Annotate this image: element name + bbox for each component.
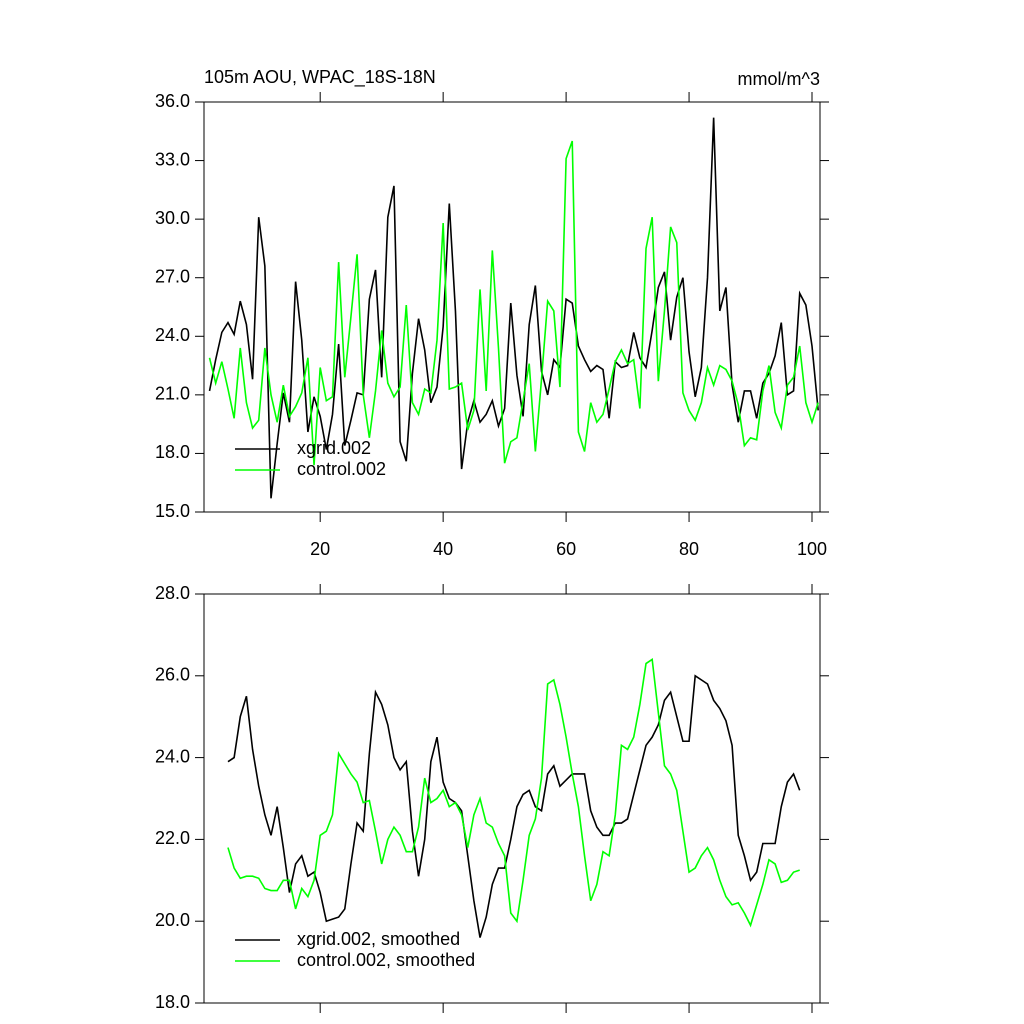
y-tick-label: 22.0 (155, 828, 190, 848)
units-label: mmol/m^3 (738, 69, 820, 89)
series-line (208, 140, 819, 466)
legend-label: control.002 (297, 459, 386, 479)
y-tick-label: 30.0 (155, 208, 190, 228)
legend-label: control.002, smoothed (297, 950, 475, 970)
legend-label: xgrid.002, smoothed (297, 929, 460, 949)
plot-frame (203, 101, 821, 513)
y-tick-label: 26.0 (155, 665, 190, 685)
y-tick-label: 36.0 (155, 91, 190, 111)
x-tick-label: 40 (433, 539, 453, 559)
y-tick-label: 18.0 (155, 992, 190, 1012)
y-tick-label: 24.0 (155, 325, 190, 345)
y-tick-label: 28.0 (155, 583, 190, 603)
y-tick-label: 18.0 (155, 442, 190, 462)
x-tick-label: 20 (310, 539, 330, 559)
y-tick-label: 24.0 (155, 746, 190, 766)
y-tick-label: 20.0 (155, 910, 190, 930)
x-tick-label: 60 (556, 539, 576, 559)
y-tick-label: 27.0 (155, 266, 190, 286)
x-tick-label: 80 (679, 539, 699, 559)
y-tick-label: 33.0 (155, 149, 190, 169)
chart-title: 105m AOU, WPAC_18S-18N (204, 67, 436, 88)
x-tick-label: 100 (797, 539, 827, 559)
legend-label: xgrid.002 (297, 438, 371, 458)
series-line (227, 674, 801, 938)
series-line (227, 658, 800, 928)
y-tick-label: 15.0 (155, 501, 190, 521)
y-tick-label: 21.0 (155, 384, 190, 404)
plot-frame (203, 593, 821, 1004)
